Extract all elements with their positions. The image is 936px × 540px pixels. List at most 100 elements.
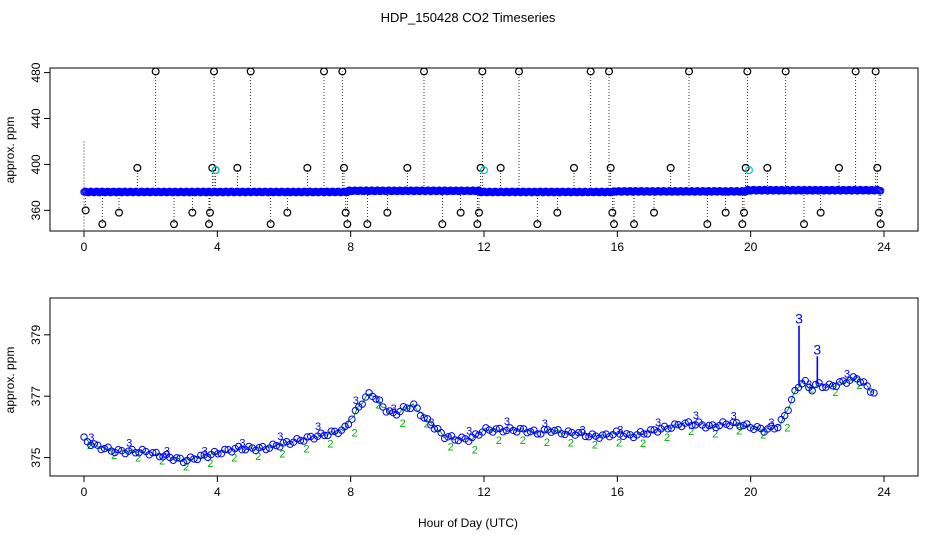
spike-point: [98, 220, 107, 229]
series-point: [214, 450, 222, 458]
panel-bottom-lines: [83, 325, 875, 463]
cyan-point: [211, 166, 220, 175]
series-point: [399, 402, 408, 411]
spike-point: [684, 67, 693, 76]
marker-2: 2: [279, 449, 285, 461]
panel-bottom-x-ticks: 0 4 8 12 16 20 24: [81, 476, 891, 499]
series-point: [829, 382, 837, 390]
marker-2: 2: [568, 437, 574, 449]
series-point: [492, 425, 500, 433]
panel-top-ylabel: approx. ppm: [3, 117, 17, 184]
spike-point: [553, 208, 562, 217]
series-point: [458, 433, 466, 441]
panel-top-y-ticks: 360 400 440 480: [29, 62, 50, 220]
series-point: [770, 425, 779, 433]
marker-3: 3: [126, 437, 132, 449]
spike-point: [320, 67, 329, 76]
series-point: [557, 429, 566, 438]
series-point: [598, 431, 607, 439]
marker-3: 3: [542, 418, 548, 430]
marker-3: 3: [617, 424, 623, 436]
series-point: [753, 423, 761, 431]
spike-point: [703, 220, 712, 229]
marker-2: 2: [424, 419, 430, 431]
series-point: [114, 445, 123, 454]
series-point: [262, 445, 270, 454]
marker-2: 2: [640, 438, 646, 450]
marker-2: 2: [688, 426, 694, 438]
spike-point: [420, 67, 429, 76]
spike-point: [851, 67, 860, 76]
series-point: [420, 414, 428, 422]
series-point: [451, 436, 459, 444]
series-point: [647, 426, 655, 434]
panel-bottom-ylabel: approx. ppm: [3, 347, 17, 414]
marker-2: 2: [856, 380, 862, 392]
marker-3: 3: [164, 445, 170, 457]
series-point: [574, 428, 583, 437]
chart-title: HDP_150428 CO2 Timeseries: [381, 10, 556, 25]
series-point: [870, 389, 878, 397]
spike-point: [569, 163, 578, 172]
marker-3: 3: [202, 445, 208, 457]
spike-point: [604, 67, 613, 76]
series-point: [509, 426, 518, 435]
x-axis-label: Hour of Day (UTC): [418, 516, 518, 530]
series-point: [801, 376, 810, 385]
series-point: [190, 455, 198, 463]
series-point: [746, 423, 755, 432]
series-point: [866, 388, 875, 396]
series-point: [221, 445, 229, 454]
series-point: [396, 407, 404, 416]
series-point: [784, 406, 792, 415]
series-point: [540, 426, 548, 434]
series-point: [856, 378, 864, 386]
spike-point: [874, 208, 883, 217]
series-point: [80, 433, 88, 441]
series-point: [372, 395, 380, 403]
spike-point: [343, 220, 352, 229]
series-point: [729, 418, 737, 427]
series-point: [688, 421, 696, 430]
spike-point: [649, 208, 658, 217]
series-point: [736, 422, 744, 431]
series-point: [97, 445, 105, 454]
series-point: [238, 445, 246, 454]
spike-point: [246, 67, 255, 76]
series-point: [780, 411, 789, 420]
series-point: [681, 419, 689, 427]
marker-3: 3: [277, 431, 283, 443]
spike-point: [81, 206, 90, 215]
p1-xtick-label: 4: [214, 240, 221, 254]
spike-point: [738, 220, 747, 229]
p2-xtick-label: 12: [477, 485, 491, 499]
spike-point: [629, 220, 638, 229]
marker-3: 3: [844, 368, 850, 380]
marker-2: 2: [183, 461, 189, 473]
panel-bottom-y-ticks: 375 377 379: [29, 324, 50, 468]
marker-3: 3: [731, 411, 737, 423]
series-point: [423, 415, 432, 423]
spike-point: [383, 208, 392, 217]
spike-point: [473, 220, 482, 229]
series-point: [564, 427, 573, 435]
marker-3: 3: [579, 424, 585, 436]
spike-point: [586, 67, 595, 76]
series-point: [348, 415, 356, 423]
spike-point: [871, 67, 880, 76]
marker-3: 3: [353, 395, 359, 407]
marker-2: 2: [784, 423, 790, 435]
spike-point: [170, 220, 179, 229]
series-point: [437, 429, 445, 437]
series-point: [674, 421, 682, 429]
series-point: [375, 396, 384, 404]
spike-point: [188, 208, 197, 217]
spike-point: [283, 208, 292, 217]
marker-3: 3: [391, 403, 397, 415]
spike-point: [341, 208, 350, 217]
series-point: [581, 432, 590, 441]
spike-point: [438, 220, 447, 229]
p2-ytick-label: 379: [29, 324, 43, 344]
p1-ytick-label: 480: [29, 62, 43, 82]
